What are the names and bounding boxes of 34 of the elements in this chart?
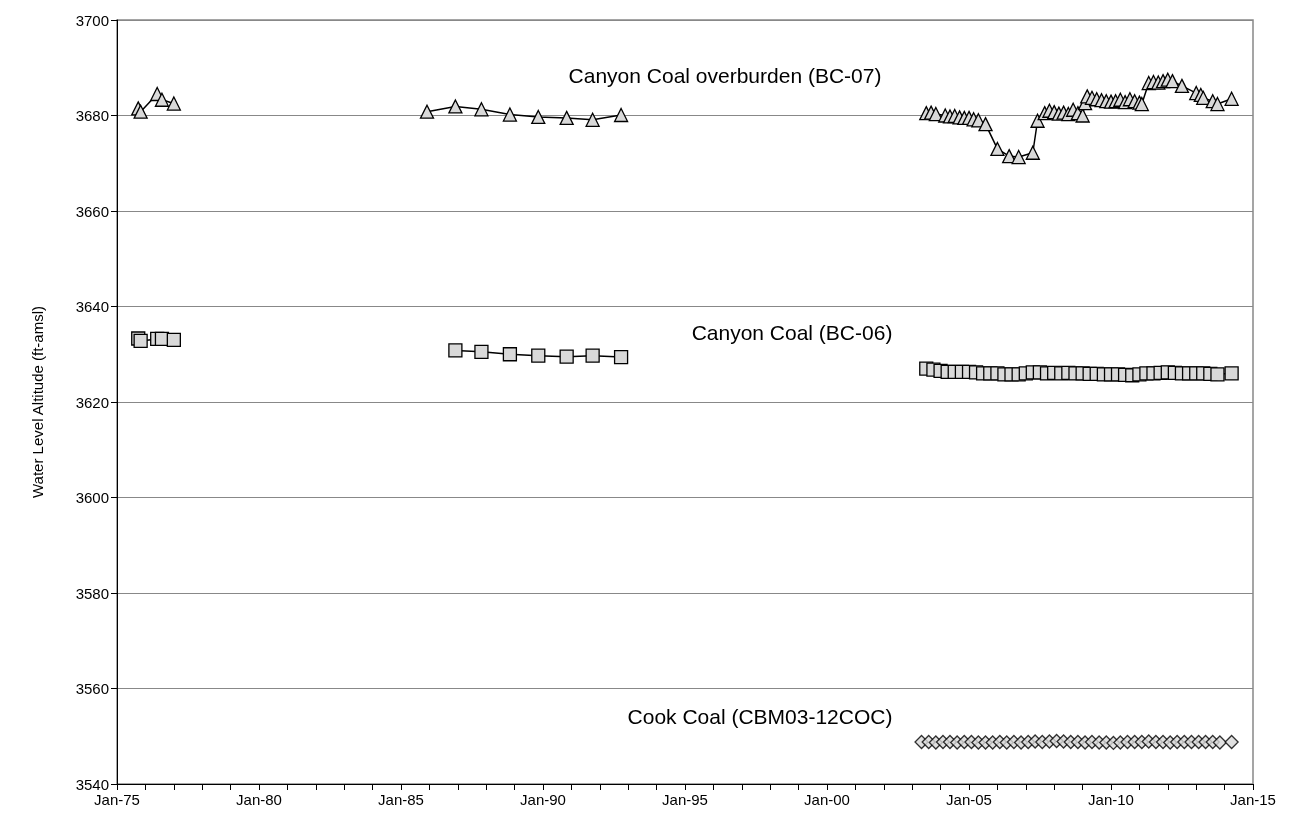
- x-tick-label: Jan-15: [1230, 791, 1276, 808]
- point: [474, 344, 489, 360]
- point: [585, 348, 600, 363]
- x-tick-label: Jan-90: [520, 791, 566, 808]
- y-tick-label: 3700: [75, 11, 109, 29]
- series-label: Canyon Coal overburden (BC-07): [568, 63, 882, 87]
- series-label: Canyon Coal (BC-06): [691, 320, 893, 344]
- point: [448, 343, 463, 358]
- point: [531, 348, 546, 363]
- point: [613, 349, 629, 365]
- y-tick-label: 3540: [75, 775, 109, 793]
- y-tick-label: 3580: [75, 584, 109, 602]
- point: [559, 349, 574, 364]
- point: [502, 347, 518, 362]
- x-tick-label: Jan-85: [378, 791, 424, 808]
- point: [1212, 735, 1228, 750]
- x-tick-label: Jan-80: [236, 791, 282, 808]
- y-tick-label: 3600: [75, 489, 109, 506]
- x-tick-label: Jan-00: [804, 791, 850, 808]
- y-tick-label: 3560: [75, 680, 109, 697]
- point: [1224, 734, 1239, 750]
- x-tick-label: Jan-05: [946, 791, 992, 808]
- point: [1224, 366, 1239, 381]
- y-axis-title: Water Level Altitude (ft-amsl): [29, 305, 46, 499]
- y-tick-label: 3620: [75, 393, 109, 411]
- y-tick-label: 3660: [75, 202, 109, 220]
- y-tick-label: 3680: [75, 107, 109, 124]
- x-tick-label: Jan-10: [1088, 791, 1134, 808]
- point: [166, 332, 181, 348]
- x-tick-label: Jan-95: [662, 791, 708, 808]
- x-tick-label: Jan-75: [94, 791, 140, 808]
- series-label: Cook Coal (CBM03-12COC): [627, 704, 893, 728]
- y-tick-label: 3640: [75, 298, 109, 315]
- point: [1210, 367, 1225, 382]
